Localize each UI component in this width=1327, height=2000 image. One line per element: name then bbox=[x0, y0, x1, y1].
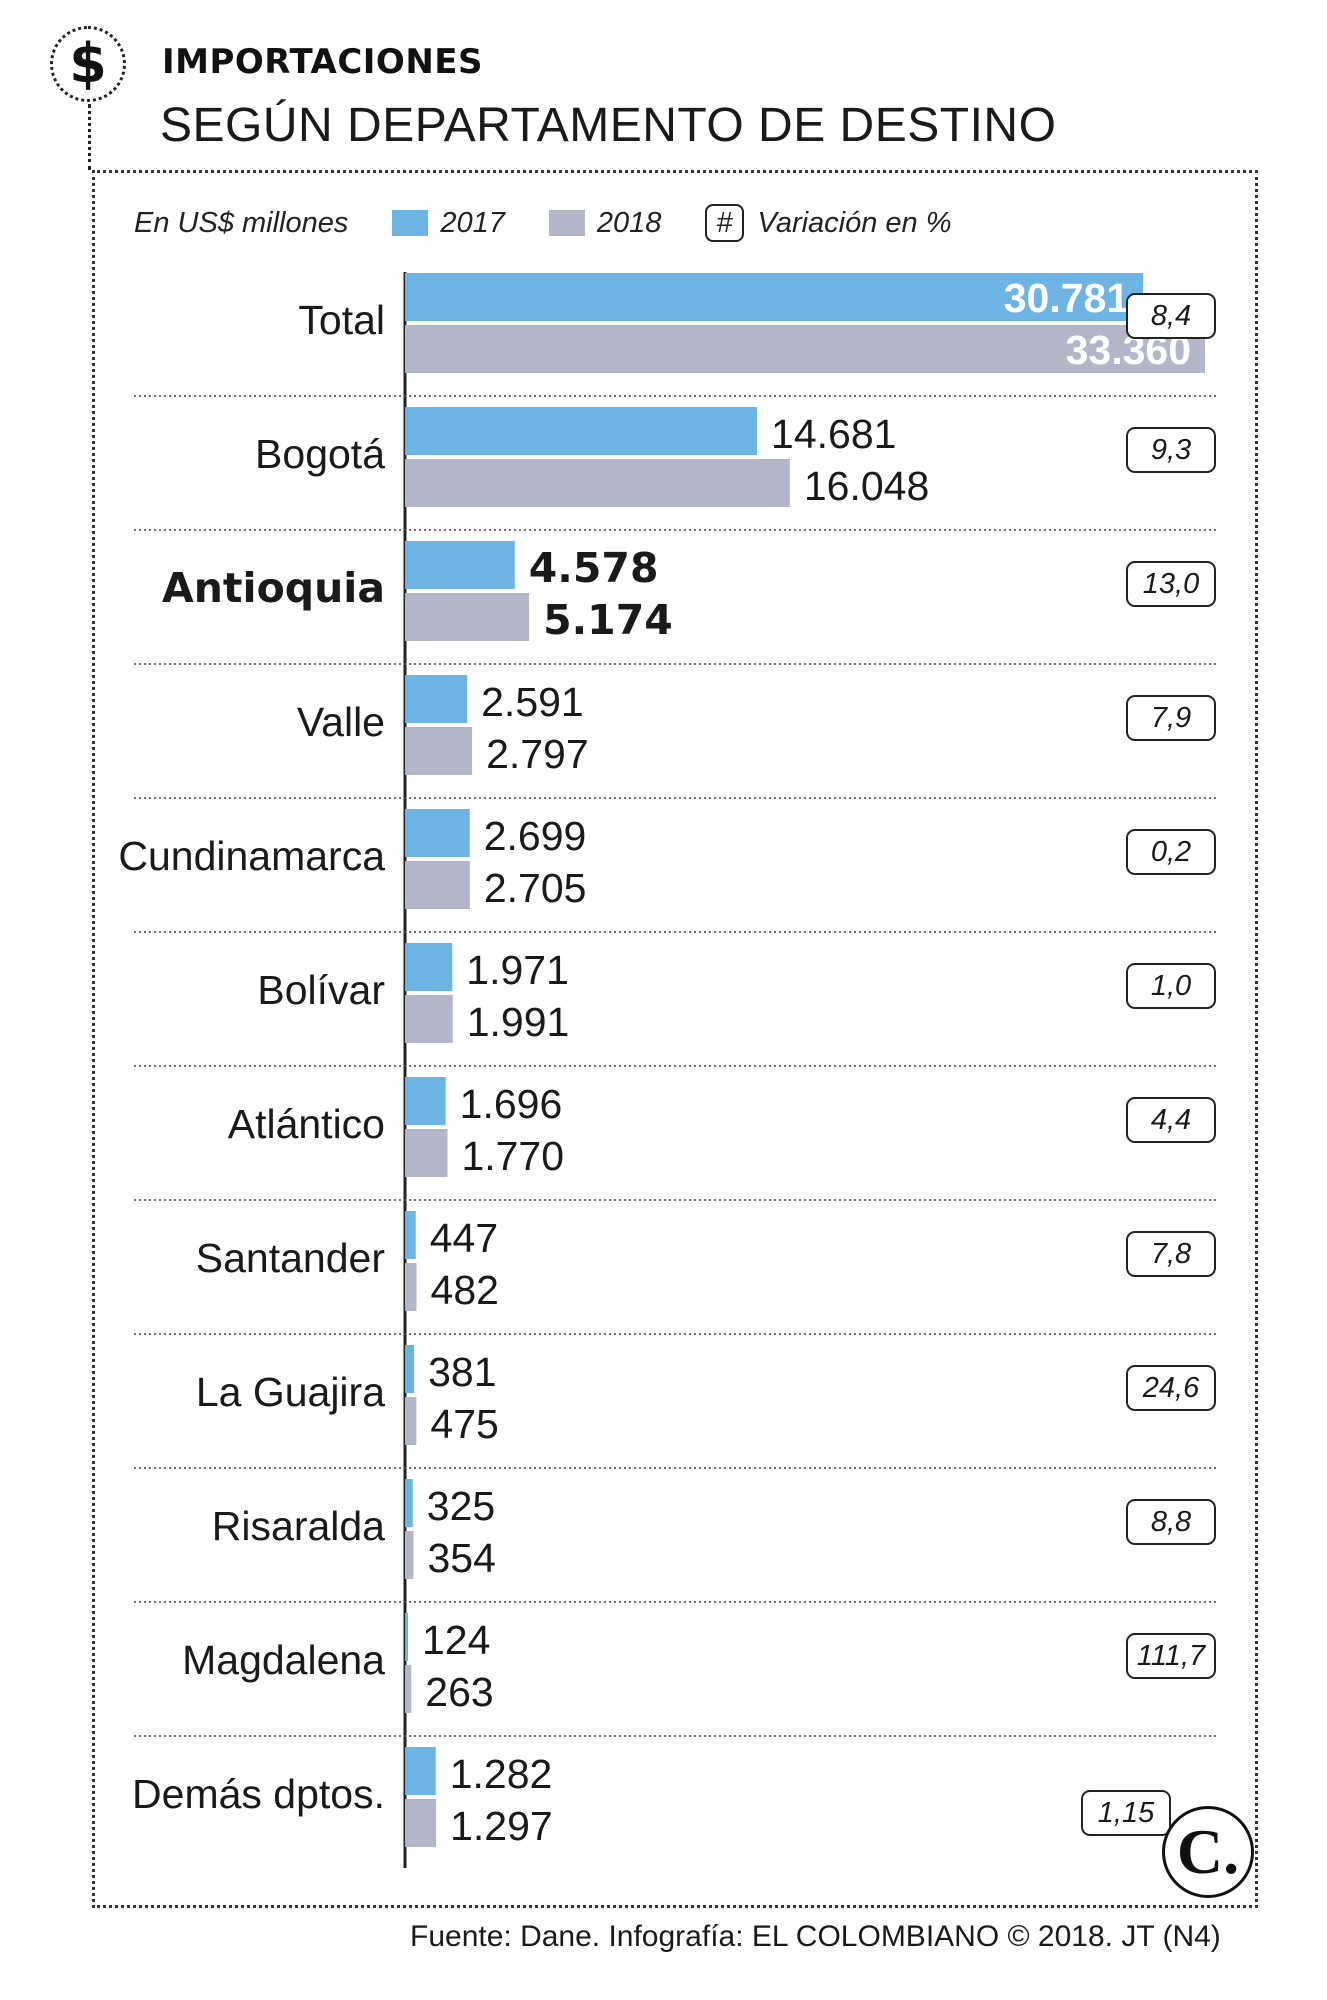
value-label-2017: 4.578 bbox=[529, 544, 659, 592]
legend-variation-symbol: # bbox=[705, 204, 744, 242]
dollar-icon: $ bbox=[50, 26, 126, 102]
variation-box bbox=[1126, 829, 1216, 875]
bar-2018 bbox=[405, 861, 470, 909]
category-label: La Guajira bbox=[196, 1369, 385, 1415]
value-label-2018: 2.797 bbox=[486, 731, 589, 777]
variation-label: 1,15 bbox=[1098, 1797, 1155, 1829]
value-label-2018: 475 bbox=[430, 1401, 498, 1447]
category-label: Santander bbox=[196, 1235, 385, 1281]
bar-2018 bbox=[405, 1799, 437, 1847]
chart-title: IMPORTACIONES bbox=[162, 42, 483, 82]
category-label: Demás dptos. bbox=[132, 1771, 385, 1817]
value-label-2017: 1.971 bbox=[466, 947, 569, 993]
value-label-2018: 482 bbox=[431, 1267, 499, 1313]
category-label: Bolívar bbox=[257, 967, 385, 1013]
bar-2018 bbox=[405, 1263, 417, 1311]
bar-2018 bbox=[405, 1665, 412, 1713]
variation-label: 1,0 bbox=[1151, 970, 1191, 1002]
variation-box bbox=[1081, 1790, 1171, 1836]
category-label: Risaralda bbox=[212, 1503, 385, 1549]
value-label-2018: 2.705 bbox=[484, 865, 587, 911]
variation-label: 9,3 bbox=[1151, 434, 1191, 466]
value-label-2017: 1.282 bbox=[450, 1751, 553, 1797]
value-label-2017: 381 bbox=[428, 1349, 496, 1395]
legend-swatch-2018 bbox=[548, 210, 585, 236]
legend-label-2018: 2018 bbox=[596, 206, 662, 239]
value-label-2017: 1.696 bbox=[460, 1081, 563, 1127]
variation-label: 4,4 bbox=[1151, 1104, 1191, 1136]
bar-2017 bbox=[405, 809, 470, 857]
variation-label: 8,4 bbox=[1151, 300, 1191, 332]
value-label-2017: 2.591 bbox=[481, 679, 584, 725]
value-label-2017: 325 bbox=[427, 1483, 495, 1529]
legend-variation-label: Variación en % bbox=[757, 206, 952, 239]
bar-2017 bbox=[405, 1479, 413, 1527]
value-label-2018: 5.174 bbox=[543, 596, 673, 644]
bar-2017 bbox=[405, 1613, 408, 1661]
bar-2017 bbox=[405, 1211, 416, 1259]
dotted-connector bbox=[88, 104, 91, 170]
legend-swatch-2017 bbox=[392, 210, 429, 236]
bar-2017 bbox=[405, 541, 515, 589]
value-label-2017: 447 bbox=[430, 1215, 498, 1261]
source-note: Fuente: Dane. Infografía: EL COLOMBIANO … bbox=[410, 1920, 1221, 1953]
bar-2018 bbox=[405, 459, 790, 507]
bar-2017 bbox=[405, 407, 758, 455]
category-label: Total bbox=[298, 297, 385, 343]
variation-box bbox=[1126, 1365, 1216, 1411]
el-colombiano-logo-icon: C. bbox=[1162, 1806, 1254, 1898]
variation-label: 111,7 bbox=[1137, 1640, 1207, 1672]
variation-box bbox=[1126, 293, 1216, 339]
bar-2018 bbox=[405, 995, 453, 1043]
category-label: Cundinamarca bbox=[118, 833, 385, 879]
category-label: Valle bbox=[297, 699, 385, 745]
chart-frame bbox=[92, 170, 1258, 1908]
value-label-2018: 1.770 bbox=[461, 1133, 564, 1179]
bar-2017 bbox=[405, 1747, 436, 1795]
bar-2018 bbox=[405, 727, 473, 775]
legend-units: En US$ millones bbox=[134, 206, 349, 239]
chart-subtitle: SEGÚN DEPARTAMENTO DE DESTINO bbox=[160, 99, 1057, 152]
value-label-2017: 14.681 bbox=[771, 411, 896, 457]
bar-2017 bbox=[405, 1345, 415, 1393]
variation-box bbox=[1126, 695, 1216, 741]
variation-box bbox=[1126, 561, 1216, 607]
bar-2017 bbox=[405, 273, 1144, 321]
value-label-2018: 1.991 bbox=[467, 999, 570, 1045]
variation-label: 7,9 bbox=[1151, 702, 1191, 734]
value-label-2018: 1.297 bbox=[450, 1803, 553, 1849]
bar-2018 bbox=[405, 1129, 448, 1177]
value-label-2018: 354 bbox=[427, 1535, 495, 1581]
bar-2018 bbox=[405, 593, 530, 641]
bar-2018 bbox=[405, 1531, 414, 1579]
variation-box bbox=[1126, 1499, 1216, 1545]
variation-label: 8,8 bbox=[1151, 1506, 1191, 1538]
bar-2017 bbox=[405, 1077, 446, 1125]
variation-box bbox=[1126, 1097, 1216, 1143]
variation-box bbox=[1126, 963, 1216, 1009]
value-label-2018: 16.048 bbox=[804, 463, 929, 509]
bar-2018 bbox=[405, 1397, 417, 1445]
variation-label: 7,8 bbox=[1151, 1238, 1191, 1270]
value-label-2017: 2.699 bbox=[484, 813, 587, 859]
variation-box bbox=[1126, 1231, 1216, 1277]
legend-label-2017: 2017 bbox=[440, 206, 505, 239]
variation-box bbox=[1126, 427, 1216, 473]
category-label: Antioquia bbox=[162, 564, 385, 612]
category-label: Magdalena bbox=[182, 1637, 385, 1683]
bar-2017 bbox=[405, 675, 468, 723]
legend: En US$ millones 2017 2018 # Variación en… bbox=[134, 204, 952, 242]
variation-label: 13,0 bbox=[1143, 568, 1199, 600]
bar-2017 bbox=[405, 943, 453, 991]
bar-2018 bbox=[405, 325, 1205, 373]
variation-label: 24,6 bbox=[1142, 1372, 1200, 1404]
variation-box bbox=[1126, 1633, 1216, 1679]
value-label-2017: 124 bbox=[422, 1617, 490, 1663]
category-label: Bogotá bbox=[255, 431, 385, 477]
value-label-2017: 30.781 bbox=[1004, 275, 1129, 321]
value-label-2018: 263 bbox=[425, 1669, 493, 1715]
category-label: Atlántico bbox=[228, 1101, 385, 1147]
variation-label: 0,2 bbox=[1151, 836, 1191, 868]
